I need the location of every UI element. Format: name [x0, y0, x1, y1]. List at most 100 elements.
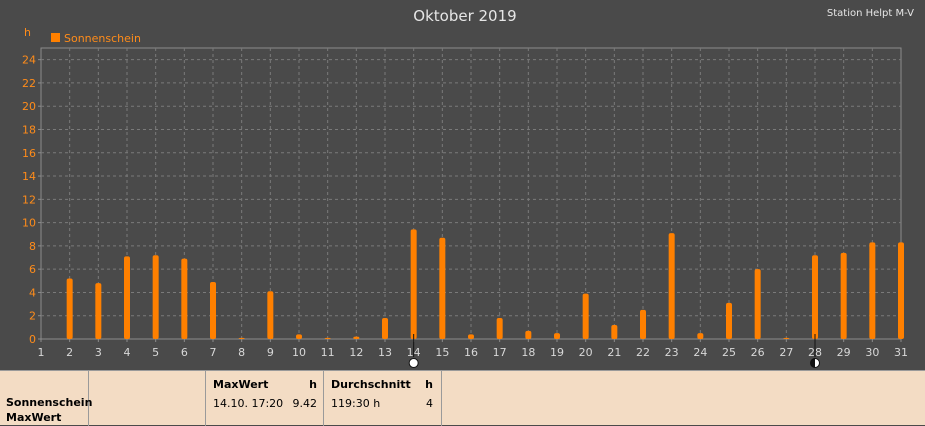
bar-day-2: [66, 278, 73, 339]
avg-header: Durchschnitt: [331, 378, 411, 391]
bar-day-27: [783, 337, 790, 339]
x-tick-label: 13: [378, 346, 392, 359]
full-moon-icon: [408, 358, 419, 368]
x-tick-label: 22: [636, 346, 650, 359]
x-tick-label: 30: [865, 346, 879, 359]
bar-day-3: [95, 283, 102, 339]
bar-day-29: [840, 252, 847, 339]
summary-table: Sonnenschein MaxWert MaxWert h 14.10. 17…: [0, 370, 925, 426]
y-tick-label: 0: [29, 333, 36, 346]
y-tick-label: 8: [29, 240, 36, 253]
x-tick-label: 15: [435, 346, 449, 359]
bar-day-13: [382, 318, 388, 339]
y-tick-label: 18: [22, 123, 36, 136]
y-tick-label: 20: [22, 100, 36, 113]
bar-day-23: [668, 233, 675, 339]
x-tick-label: 26: [751, 346, 765, 359]
x-tick-label: 16: [464, 346, 478, 359]
max-header: MaxWert: [213, 378, 269, 391]
bar-day-7: [210, 281, 216, 339]
bar-day-31: [898, 242, 904, 339]
x-tick-labels: 1 2 3 4 5 6 7 8 9 10 11 12 13 14 15 16 17 18 19 20 21 22 23 24 2…: [38, 339, 908, 359]
bar-day-9: [267, 291, 274, 339]
sunshine-chart: Oktober 2019 Station Helpt M-V h Sonnens…: [22, 7, 914, 368]
gridlines: [41, 48, 901, 339]
row-label-sunshine: Sonnenschein: [6, 396, 93, 409]
x-tick-label: 20: [579, 346, 593, 359]
x-tick-label: 17: [493, 346, 507, 359]
bar-day-4: [124, 256, 130, 339]
summary-avg-cell: Durchschnitt h 119:30 h 4: [324, 371, 442, 426]
bar-day-28: [812, 255, 818, 339]
y-tick-label: 14: [22, 170, 36, 183]
x-tick-label: 21: [607, 346, 621, 359]
x-tick-label: 12: [349, 346, 363, 359]
y-tick-label: 24: [22, 54, 36, 67]
y-tick-label: 6: [29, 263, 36, 276]
y-tick-label: 10: [22, 217, 36, 230]
moon-markers: [408, 334, 820, 368]
half-moon-icon: [810, 358, 820, 368]
bar-day-14: [410, 229, 417, 339]
bar-day-19: [554, 333, 560, 339]
avg-total: 119:30 h: [331, 397, 381, 410]
bar-day-20: [582, 293, 589, 339]
bar-day-25: [726, 302, 732, 339]
bar-day-22: [640, 309, 646, 339]
bar-day-15: [439, 237, 446, 339]
bar-day-21: [611, 325, 618, 339]
avg-unit: h: [425, 378, 433, 391]
bar-day-10: [296, 334, 302, 339]
x-tick-label: 18: [521, 346, 535, 359]
x-tick-label: 11: [321, 346, 335, 359]
y-tick-label: 2: [29, 310, 36, 323]
avg-value: 4: [426, 397, 433, 410]
chart-title: Oktober 2019: [413, 7, 516, 25]
bar-day-6: [181, 258, 188, 339]
x-tick-label: 4: [124, 346, 131, 359]
y-tick-label: 22: [22, 77, 36, 90]
bar-day-12: [353, 336, 360, 339]
summary-blank-cell: [89, 371, 206, 426]
y-tick-label: 12: [22, 193, 36, 206]
y-tick-label: 16: [22, 147, 36, 160]
legend-label: Sonnenschein: [64, 32, 141, 45]
x-tick-label: 9: [267, 346, 274, 359]
x-tick-label: 10: [292, 346, 306, 359]
bars: [66, 229, 904, 339]
x-tick-label: 23: [665, 346, 679, 359]
bar-day-26: [754, 269, 761, 339]
bar-day-30: [869, 242, 876, 339]
bar-day-24: [697, 333, 704, 339]
x-tick-label: 27: [779, 346, 793, 359]
legend-swatch: [51, 33, 60, 42]
x-tick-label: 19: [550, 346, 564, 359]
max-unit: h: [309, 378, 317, 391]
bar-day-11: [324, 337, 331, 339]
y-axis-unit: h: [24, 26, 31, 39]
x-tick-label: 5: [152, 346, 159, 359]
summary-row-labels: Sonnenschein MaxWert: [0, 371, 93, 426]
bar-day-8: [238, 337, 245, 339]
x-tick-label: 1: [38, 346, 45, 359]
row-label-maxwert: MaxWert: [6, 411, 62, 424]
max-date: 14.10. 17:20: [213, 397, 284, 410]
x-tick-label: 2: [66, 346, 73, 359]
bar-day-17: [496, 318, 503, 339]
x-tick-label: 29: [837, 346, 851, 359]
station-name: Station Helpt M-V: [827, 8, 914, 19]
x-tick-label: 8: [238, 346, 245, 359]
x-tick-label: 6: [181, 346, 188, 359]
bar-day-5: [152, 255, 159, 339]
x-tick-label: 7: [210, 346, 217, 359]
y-tick-label: 4: [29, 286, 36, 299]
max-value: 9.42: [292, 397, 318, 410]
x-tick-label: 24: [693, 346, 707, 359]
summary-max-cell: MaxWert h 14.10. 17:20 9.42: [206, 371, 324, 426]
x-tick-label: 31: [894, 346, 908, 359]
bar-day-18: [525, 330, 532, 339]
x-tick-label: 3: [95, 346, 102, 359]
x-tick-label: 25: [722, 346, 736, 359]
bar-day-16: [468, 334, 474, 339]
